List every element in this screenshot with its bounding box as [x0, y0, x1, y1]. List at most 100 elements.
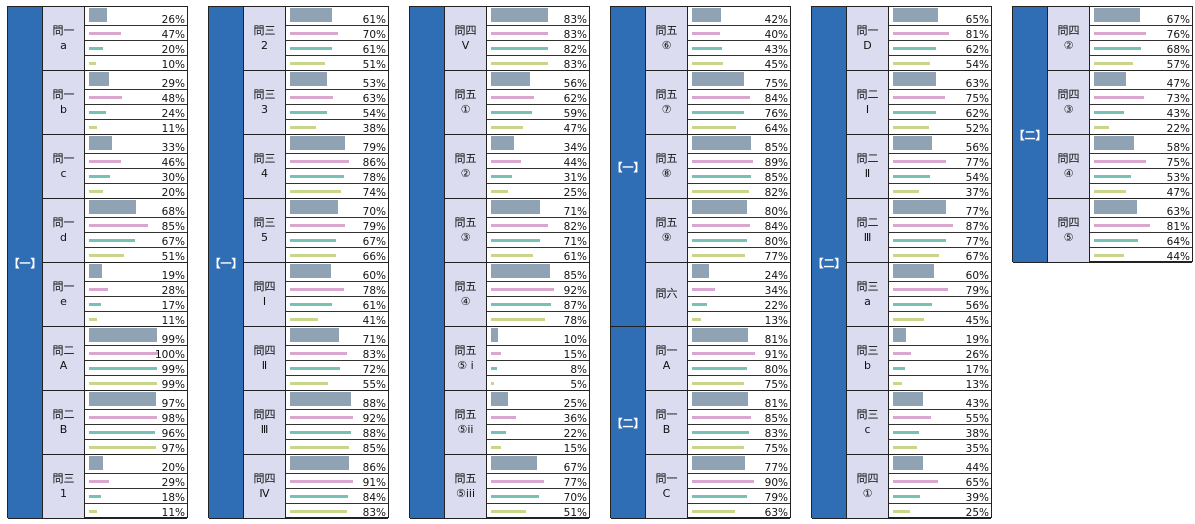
question-label-line: 問一	[655, 471, 678, 485]
value-label: 70%	[563, 491, 587, 504]
question-label-line: 問三	[52, 471, 75, 485]
bar-row: 56%	[889, 297, 991, 312]
bar-series-4	[290, 382, 328, 385]
bar-group: 20% 29% 18% 11%	[84, 455, 187, 519]
bar-row: 77%	[688, 248, 790, 262]
bar-series-1	[290, 8, 332, 22]
value-label: 45%	[764, 58, 788, 71]
bar-series-3	[491, 175, 512, 178]
bar-row: 77%	[487, 474, 589, 489]
question-label-line: ②	[460, 166, 471, 180]
question-label-line: Ⅲ	[260, 422, 269, 436]
bar-series-2	[290, 32, 338, 35]
bar-series-3	[491, 367, 497, 370]
bar-row: 11%	[85, 504, 187, 518]
question-label-line: 3	[261, 102, 268, 116]
question-label: 問一 B	[645, 391, 687, 455]
bar-row: 99%	[85, 361, 187, 376]
question-label-line: B	[59, 422, 68, 436]
value-label: 71%	[563, 235, 587, 248]
question-label-line: 問二	[52, 407, 75, 421]
question-label-line: Ⅱ	[864, 166, 871, 180]
bar-group: 19% 28% 17% 11%	[84, 263, 187, 327]
question-label-line: 問三	[856, 407, 879, 421]
bar-series-1	[290, 392, 351, 406]
bar-row: 35%	[889, 440, 991, 454]
value-label: 79%	[362, 141, 386, 154]
question-label: 問三 c	[846, 391, 888, 455]
bar-row: 67%	[286, 233, 388, 248]
chart-panel: 【一】 問一 a 26% 47% 20% 10% 問一 b 29% 48% 24% 11% 問一 c 33% 4…	[7, 6, 188, 519]
value-label: 13%	[764, 314, 788, 327]
bar-row: 86%	[286, 455, 388, 474]
bar-row: 86%	[286, 154, 388, 169]
bar-series-4	[89, 126, 97, 129]
bar-row: 92%	[487, 282, 589, 297]
question-label: 問三 2	[243, 7, 285, 71]
value-label: 66%	[362, 250, 386, 263]
value-label: 43%	[1166, 107, 1190, 120]
value-label: 98%	[161, 412, 185, 425]
value-label: 100%	[154, 348, 185, 361]
section-label: 【一】	[611, 7, 645, 327]
bar-row: 82%	[487, 41, 589, 56]
bar-row: 80%	[688, 233, 790, 248]
bar-series-1	[89, 8, 107, 22]
bar-series-4	[491, 446, 501, 449]
value-label: 65%	[965, 13, 989, 26]
question-label-line: 問四	[1057, 151, 1080, 165]
bar-series-1	[89, 72, 109, 86]
value-label: 63%	[1166, 205, 1190, 218]
bar-row: 44%	[889, 455, 991, 474]
bar-row: 81%	[688, 327, 790, 346]
question-label: 問二 B	[42, 391, 84, 455]
value-label: 81%	[1166, 220, 1190, 233]
question-label: 問四 Ⅰ	[243, 263, 285, 327]
value-label: 24%	[161, 107, 185, 120]
bar-series-4	[290, 254, 336, 257]
bar-row: 83%	[487, 7, 589, 26]
question-label-line: ①	[460, 102, 471, 116]
value-label: 99%	[161, 333, 185, 346]
bar-series-2	[290, 480, 353, 483]
bar-row: 63%	[688, 504, 790, 518]
bar-group: 75% 84% 76% 64%	[687, 71, 790, 135]
bar-row: 92%	[286, 410, 388, 425]
value-label: 25%	[563, 186, 587, 199]
bar-series-1	[692, 72, 744, 86]
bar-group: 56% 62% 59% 47%	[486, 71, 589, 135]
bar-group: 58% 75% 53% 47%	[1089, 135, 1192, 199]
question-label-line: 問二	[856, 87, 879, 101]
bar-series-2	[290, 160, 349, 163]
bar-row: 78%	[286, 169, 388, 184]
value-label: 39%	[965, 491, 989, 504]
bar-series-4	[893, 126, 929, 129]
bar-group: 68% 85% 67% 51%	[84, 199, 187, 263]
bar-series-1	[692, 200, 747, 214]
bar-series-3	[290, 431, 351, 434]
bar-group: 67% 77% 70% 51%	[486, 455, 589, 519]
value-label: 25%	[563, 397, 587, 410]
value-label: 84%	[764, 92, 788, 105]
question-label: 問一 c	[42, 135, 84, 199]
question-label: 問二 A	[42, 327, 84, 391]
value-label: 54%	[965, 171, 989, 184]
question-label-line: Ⅲ	[863, 230, 872, 244]
value-label: 78%	[563, 314, 587, 327]
value-label: 79%	[965, 284, 989, 297]
bar-row: 81%	[1090, 218, 1192, 233]
bar-group: 10% 15% 8% 5%	[486, 327, 589, 391]
value-label: 45%	[965, 314, 989, 327]
bar-row: 46%	[85, 154, 187, 169]
value-label: 60%	[965, 269, 989, 282]
bar-series-1	[692, 8, 721, 22]
bar-row: 77%	[889, 233, 991, 248]
value-label: 79%	[362, 220, 386, 233]
bar-row: 62%	[889, 105, 991, 120]
bar-row: 80%	[688, 199, 790, 218]
question-label-line: 問一	[52, 279, 75, 293]
question-label: 問四 Ⅳ	[243, 455, 285, 519]
bar-row: 56%	[487, 71, 589, 90]
value-label: 83%	[563, 58, 587, 71]
bar-series-1	[290, 456, 349, 470]
